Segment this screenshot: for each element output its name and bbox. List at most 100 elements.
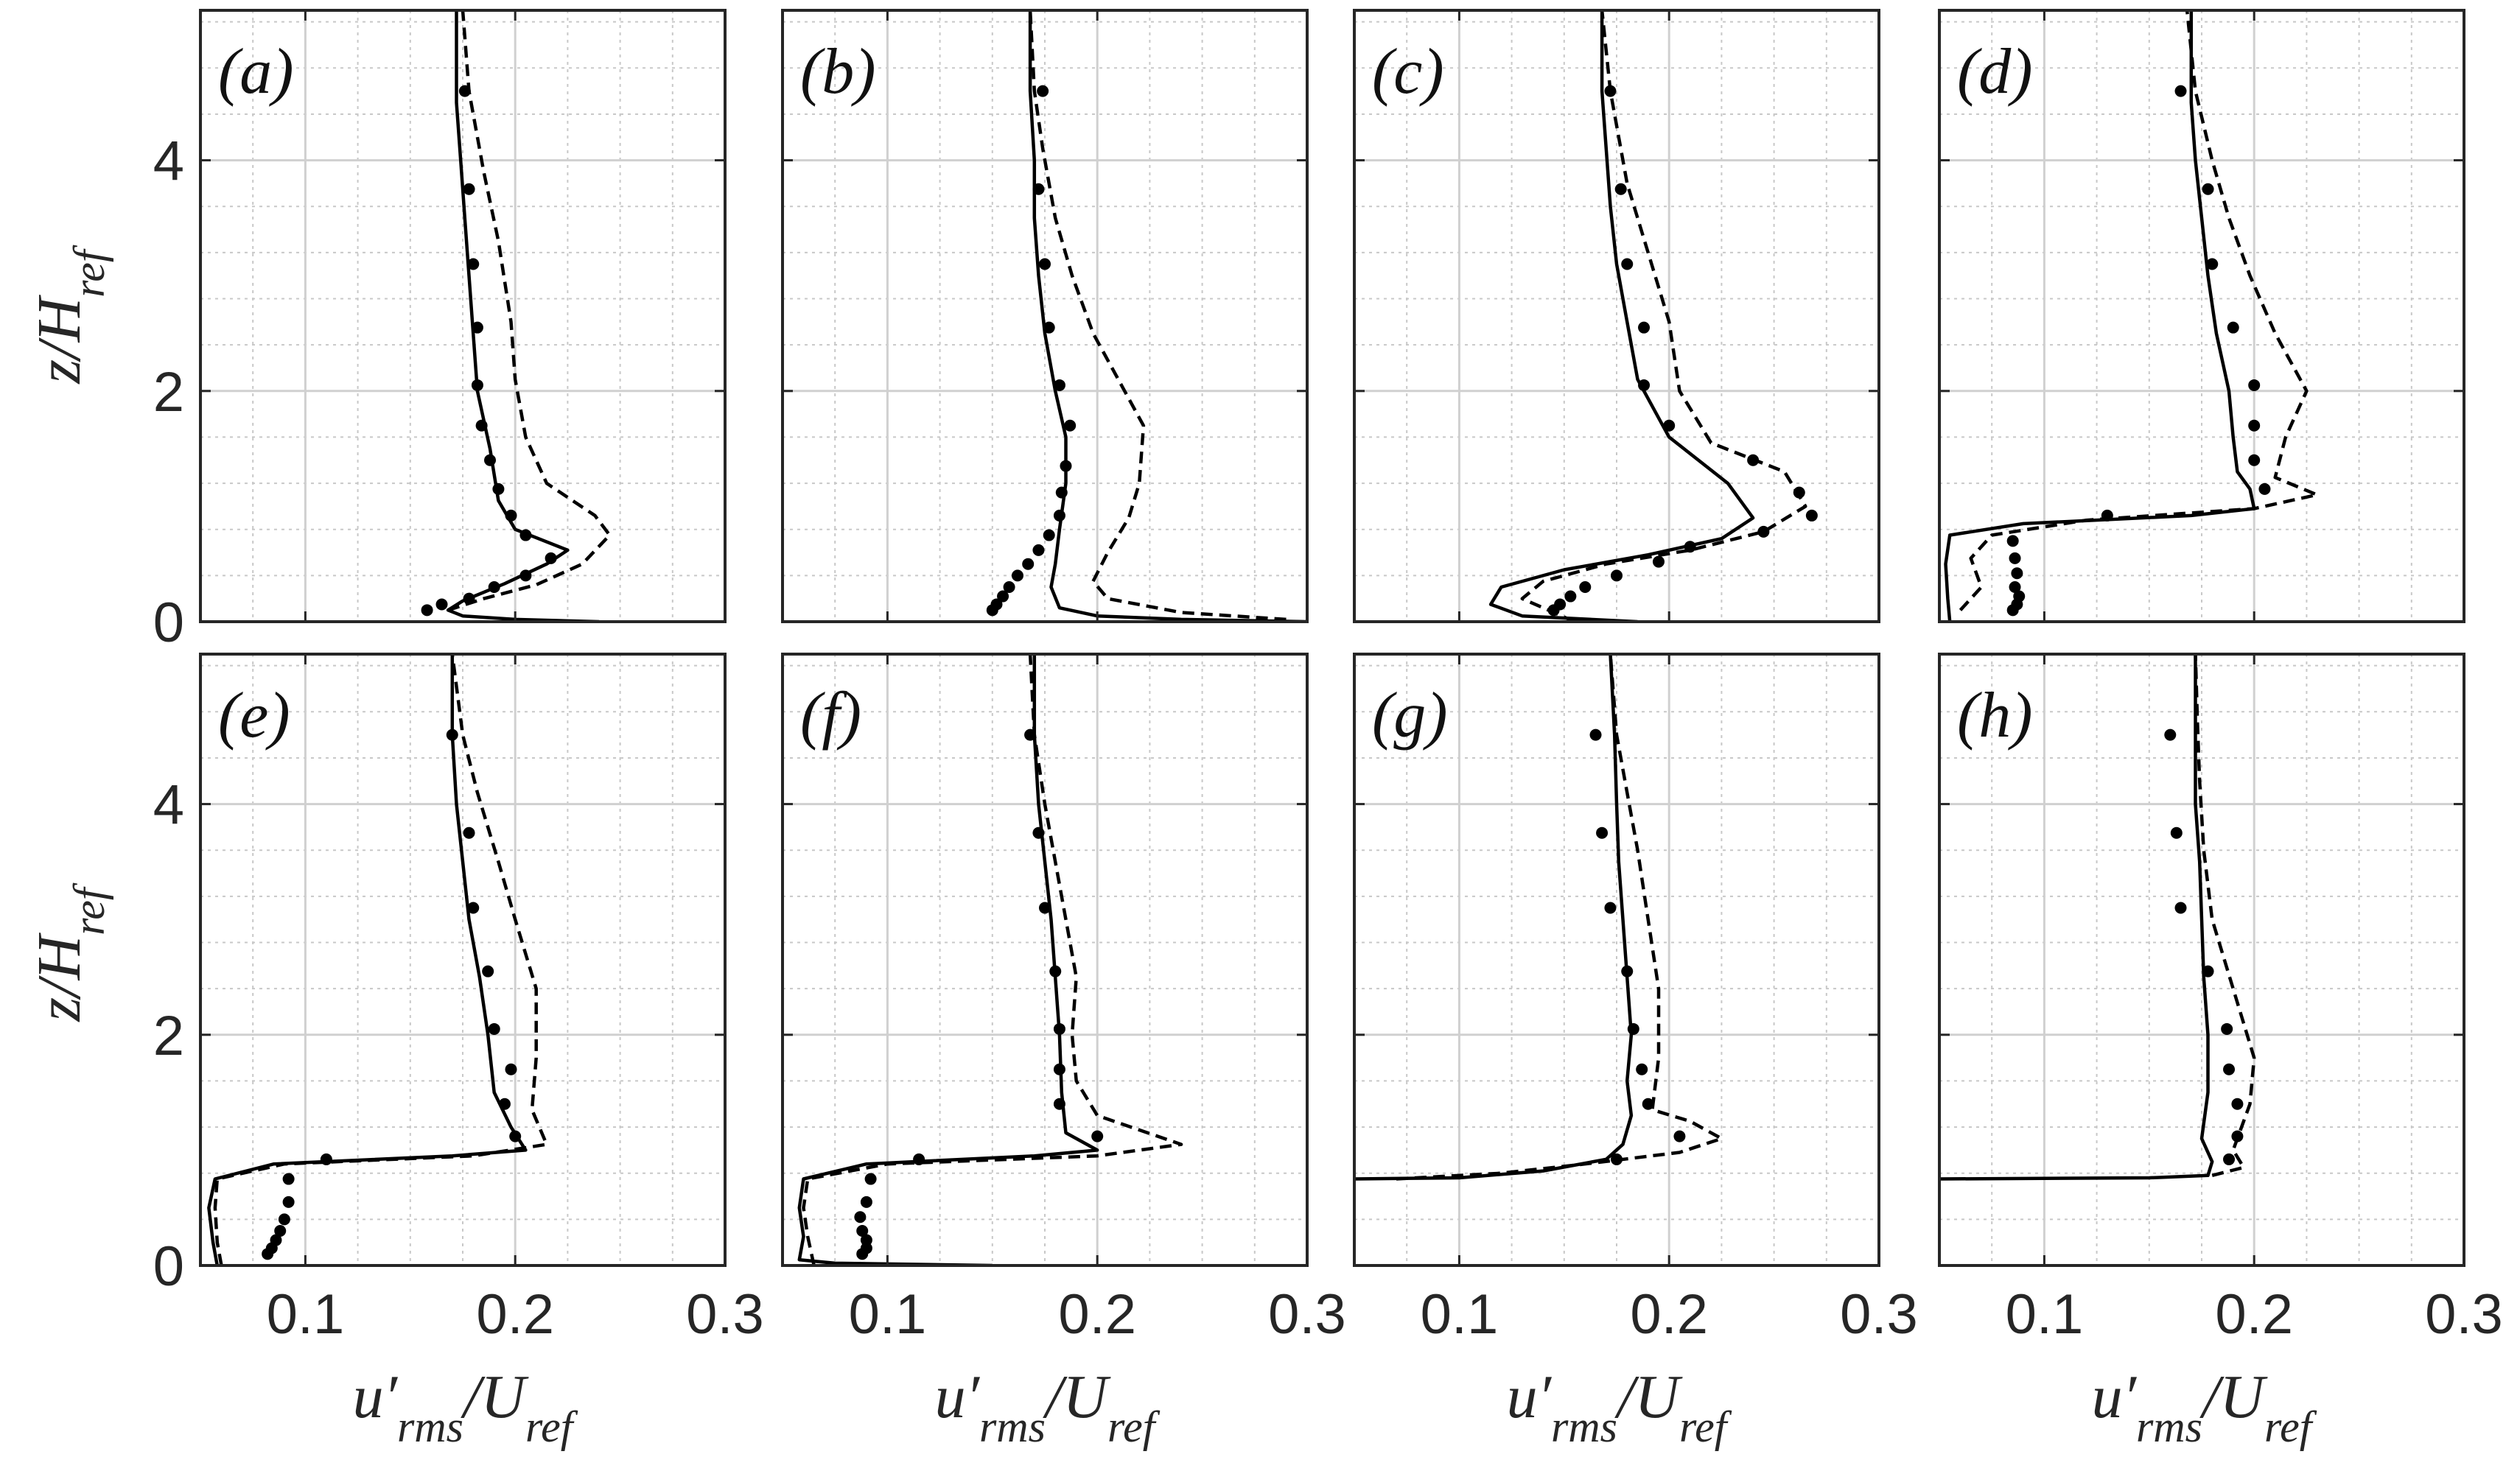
data-point [1579,581,1592,594]
dashed-line [2194,654,2256,1177]
data-point [1024,728,1037,741]
data-point [1064,419,1077,432]
data-point [1621,258,1634,270]
x-tick-label: 0.2 [2215,1283,2293,1346]
data-point [1747,454,1760,466]
x-tick-label: 0.1 [1421,1283,1499,1346]
data-point [467,902,480,914]
data-point [2206,258,2219,270]
panel-label: (b) [800,36,876,108]
data-point [1032,826,1045,839]
panel-e: (e) 0 2 4 0.1 0.2 0.3 [153,653,764,1346]
data-point [1043,321,1055,334]
axes-frame [199,653,727,1267]
panel-label: (h) [1957,680,2033,751]
series-group [797,654,1183,1265]
data-point [2174,85,2187,97]
data-point [2006,535,2019,547]
data-point [1638,379,1651,391]
data-point [484,454,497,466]
dashed-line [1396,654,1723,1181]
data-point [274,1225,287,1237]
data-point [1805,509,1818,522]
dashed-line [1028,10,1287,622]
solid-line [1944,10,2256,622]
data-point [1611,569,1623,582]
axes-frame [1938,9,2465,623]
data-point [1053,1022,1065,1035]
axes-frame [781,653,1309,1267]
data-point [1638,321,1651,334]
y-tick-label: 2 [153,361,184,424]
x-tick-label: 0.3 [686,1283,764,1346]
data-point [1053,509,1065,522]
dashed-line [447,10,612,612]
data-point [1039,902,1051,914]
data-point [1049,965,1062,977]
data-point [913,1153,925,1165]
data-point [2223,1153,2236,1165]
panel-a: (a) 0 2 4 [153,9,727,654]
data-point [997,590,1009,603]
data-point [1684,541,1696,553]
x-tick-label: 0.1 [2006,1283,2084,1346]
panel-label: (e) [218,680,290,751]
data-point [545,552,557,564]
data-point [2011,567,2023,580]
axes-frame [1353,9,1880,623]
data-point [1636,1063,1648,1075]
data-point [435,598,448,611]
y-tick-label: 0 [153,591,184,654]
data-point [498,1098,511,1110]
x-axis-label: u′rms/Uref [2092,1363,2317,1451]
data-point [1614,183,1627,195]
solid-line [207,654,528,1265]
data-point [2009,552,2021,564]
data-point [1621,965,1634,977]
x-tick-label: 0.3 [1268,1283,1346,1346]
data-point [519,529,532,541]
data-point [2248,379,2261,391]
data-point [463,592,475,605]
panel-label: (a) [218,36,294,108]
data-point [458,85,471,97]
data-point [492,482,505,495]
data-point [463,826,475,839]
x-tick-label: 0.2 [1630,1283,1708,1346]
series-group [1488,10,1818,622]
solid-line [1939,654,2214,1181]
data-point [1652,555,1665,568]
data-point [2170,826,2183,839]
series-group [1939,654,2256,1181]
data-point [282,1173,295,1185]
data-point [421,604,433,617]
data-point [1032,544,1045,556]
dashed-line [213,654,549,1265]
data-point [2202,183,2214,195]
data-point [505,509,517,522]
axes-frame [781,9,1309,623]
data-point [1060,460,1072,472]
data-point [471,321,483,334]
data-point [1053,1063,1065,1075]
x-tick-label: 0.2 [1058,1283,1136,1346]
data-point [467,258,480,270]
panel-label: (g) [1372,680,1448,751]
data-point [1011,569,1023,582]
x-axis-label: u′rms/Uref [353,1363,578,1451]
data-point [509,1130,522,1142]
axes-frame [199,9,727,623]
data-point [1564,590,1577,603]
data-point [1039,258,1051,270]
data-point [860,1196,872,1208]
y-tick-label: 4 [153,130,184,193]
data-point [860,1242,872,1254]
data-point [446,728,458,741]
data-point [1604,85,1617,97]
panel-b: (b) [781,9,1309,623]
data-point [2013,590,2026,603]
panel-g: (g) 0.1 0.2 0.3 [1353,653,1918,1346]
data-point [320,1153,332,1165]
data-point [282,1196,295,1208]
